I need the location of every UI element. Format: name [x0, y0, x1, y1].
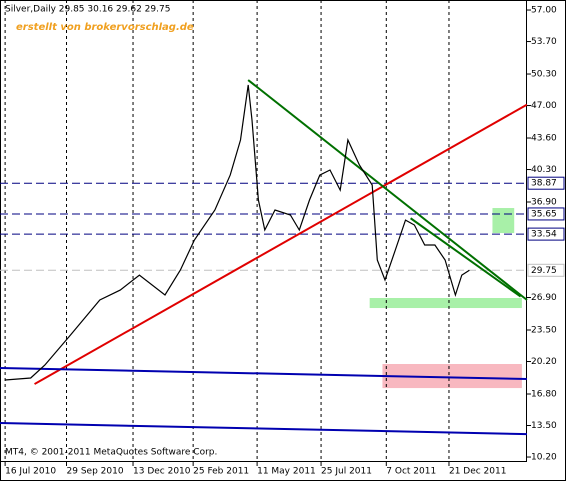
trend-line — [247, 79, 528, 301]
plot-frame — [0, 0, 527, 462]
y-tick-label: 10.20 — [531, 453, 557, 463]
chart-title: Silver,Daily 29.85 30.16 29.62 29.75 — [5, 5, 170, 15]
level-tag — [527, 227, 565, 241]
level-label: 38.87 — [531, 179, 557, 189]
y-tick-label: 20.20 — [531, 357, 557, 367]
trend-line — [34, 103, 528, 385]
level-tag — [527, 176, 565, 190]
x-tick-label: 21 Dec 2011 — [449, 467, 507, 477]
trend-line — [0, 422, 528, 436]
price-line — [5, 84, 470, 381]
zone — [492, 208, 515, 234]
copyright: MT4, © 2001-2011 MetaQuotes Software Cor… — [5, 448, 217, 458]
level-tag — [527, 263, 565, 277]
y-tick-label: 50.30 — [531, 70, 557, 80]
y-tick-label: 43.60 — [531, 134, 557, 144]
y-tick-label: 26.90 — [531, 293, 557, 303]
y-tick-label: 47.00 — [531, 101, 557, 111]
y-tick-label: 57.00 — [531, 6, 557, 16]
x-tick-label: 13 Dec 2010 — [133, 467, 191, 477]
y-tick-label: 13.50 — [531, 421, 557, 431]
y-tick-label: 16.80 — [531, 389, 557, 399]
y-tick-label: 36.90 — [531, 198, 557, 208]
trend-line — [0, 367, 528, 380]
x-tick-label: 25 Feb 2011 — [193, 467, 249, 477]
x-tick-label: 29 Sep 2010 — [67, 467, 124, 477]
x-tick-label: 11 May 2011 — [257, 467, 316, 477]
y-tick-label: 53.70 — [531, 37, 557, 47]
level-tag — [527, 207, 565, 221]
x-tick-label: 25 Jul 2011 — [321, 467, 372, 477]
x-tick-label: 7 Oct 2011 — [386, 467, 436, 477]
level-label: 35.65 — [531, 209, 557, 219]
y-tick-label: 23.50 — [531, 326, 557, 336]
level-label: 33.54 — [531, 230, 557, 240]
x-tick-label: 16 Jul 2010 — [5, 467, 56, 477]
watermark: erstellt von brokervorschlag.de — [16, 22, 194, 33]
y-tick-label: 40.30 — [531, 165, 557, 175]
trend-line — [410, 217, 522, 298]
zone — [369, 298, 522, 309]
level-label: 29.75 — [531, 266, 557, 276]
